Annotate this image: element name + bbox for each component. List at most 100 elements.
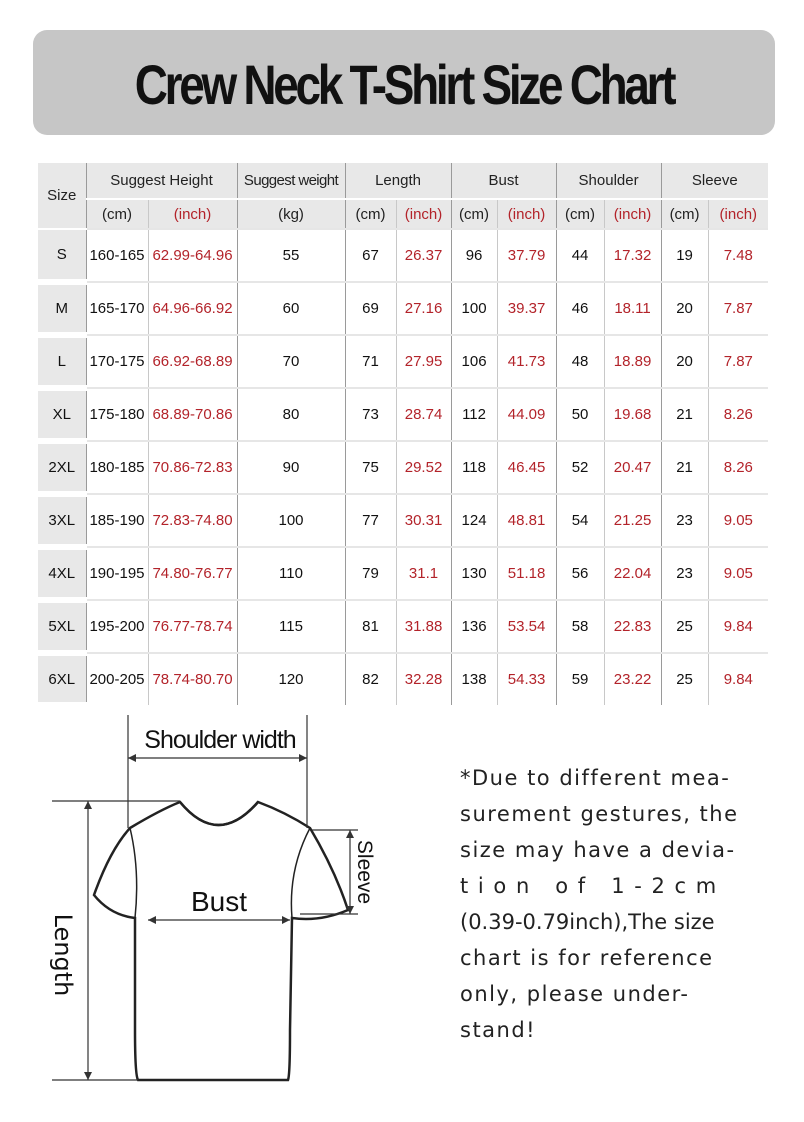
- measure-lines: [52, 715, 358, 1081]
- unit-inch: (inch): [496, 199, 557, 229]
- cell-shoulder-inch: 18.89: [603, 334, 662, 388]
- cell-height-cm: 160-165: [85, 228, 148, 282]
- cell-sleeve-cm: 20: [660, 334, 709, 388]
- cell-bust-cm: 96: [450, 228, 498, 282]
- cell-length-cm: 79: [344, 546, 397, 600]
- cell-sleeve-cm: 19: [660, 228, 709, 282]
- cell-shoulder-inch: 22.04: [603, 546, 662, 600]
- cell-size: 6XL: [38, 652, 86, 708]
- cell-size: 2XL: [38, 440, 86, 497]
- cell-bust-cm: 106: [450, 334, 498, 388]
- table-row: XL 175-180 68.89-70.86 80 73 28.74 112 44.09 50 1…: [38, 387, 769, 444]
- arrowheads: [84, 754, 354, 1080]
- cell-sleeve-cm: 25: [660, 652, 709, 705]
- unit-cm: (cm): [344, 199, 397, 229]
- sleeve-label: Sleeve: [353, 840, 376, 904]
- cell-bust-inch: 44.09: [496, 387, 557, 441]
- cell-bust-cm: 136: [450, 599, 498, 653]
- shoulder-width-label: Shoulder width: [144, 726, 295, 754]
- page-title: Crew Neck T-Shirt Size Chart: [134, 53, 677, 116]
- cell-bust-inch: 54.33: [496, 652, 557, 705]
- cell-shoulder-inch: 18.11: [603, 281, 662, 335]
- cell-shoulder-cm: 46: [555, 281, 605, 335]
- cell-height-inch: 74.80-76.77: [147, 546, 238, 600]
- cell-size: XL: [38, 387, 86, 444]
- cell-sleeve-cm: 25: [660, 599, 709, 653]
- cell-size: 3XL: [38, 493, 86, 550]
- note-line: stand!: [460, 1018, 537, 1042]
- cell-height-cm: 185-190: [85, 493, 148, 547]
- cell-sleeve-inch: 9.05: [707, 493, 769, 547]
- title-banner: Crew Neck T-Shirt Size Chart: [33, 30, 775, 135]
- cell-height-cm: 180-185: [85, 440, 148, 494]
- cell-weight-kg: 55: [236, 228, 346, 282]
- cell-sleeve-cm: 23: [660, 546, 709, 600]
- cell-sleeve-inch: 8.26: [707, 440, 769, 494]
- cell-height-inch: 78.74-80.70: [147, 652, 238, 705]
- cell-shoulder-cm: 58: [555, 599, 605, 653]
- header-weight: Suggest weight: [236, 163, 346, 200]
- cell-length-cm: 69: [344, 281, 397, 335]
- cell-length-cm: 67: [344, 228, 397, 282]
- cell-shoulder-cm: 54: [555, 493, 605, 547]
- note-line: t i o n o f 1 - 2 c m: [460, 874, 718, 898]
- cell-height-inch: 72.83-74.80: [147, 493, 238, 547]
- note-line: *Due to different mea-: [460, 766, 731, 790]
- cell-sleeve-inch: 9.05: [707, 546, 769, 600]
- cell-weight-kg: 100: [236, 493, 346, 547]
- cell-height-inch: 76.77-78.74: [147, 599, 238, 653]
- unit-inch: (inch): [147, 199, 238, 229]
- cell-shoulder-inch: 21.25: [603, 493, 662, 547]
- cell-length-inch: 31.1: [395, 546, 452, 600]
- table-row: 6XL 200-205 78.74-80.70 120 82 32.28 138 54.33 5…: [38, 652, 769, 708]
- unit-cm: (cm): [85, 199, 148, 229]
- table-row: 5XL 195-200 76.77-78.74 115 81 31.88 136 53.54 5…: [38, 599, 769, 656]
- cell-shoulder-inch: 20.47: [603, 440, 662, 494]
- cell-bust-cm: 118: [450, 440, 498, 494]
- table-row: M 165-170 64.96-66.92 60 69 27.16 100 39.37 46 18…: [38, 281, 769, 338]
- cell-length-cm: 82: [344, 652, 397, 705]
- cell-weight-kg: 70: [236, 334, 346, 388]
- cell-length-inch: 32.28: [395, 652, 452, 705]
- cell-shoulder-cm: 48: [555, 334, 605, 388]
- disclaimer-note: *Due to different mea- surement gestures…: [460, 760, 739, 1048]
- cell-shoulder-inch: 17.32: [603, 228, 662, 282]
- cell-shoulder-inch: 19.68: [603, 387, 662, 441]
- cell-length-inch: 27.95: [395, 334, 452, 388]
- cell-height-cm: 175-180: [85, 387, 148, 441]
- header-shoulder: Shoulder: [555, 163, 662, 200]
- cell-size: 4XL: [38, 546, 86, 603]
- cell-length-inch: 30.31: [395, 493, 452, 547]
- cell-shoulder-cm: 52: [555, 440, 605, 494]
- unit-cm: (cm): [555, 199, 605, 229]
- cell-shoulder-cm: 44: [555, 228, 605, 282]
- cell-height-inch: 66.92-68.89: [147, 334, 238, 388]
- cell-length-inch: 31.88: [395, 599, 452, 653]
- unit-cm: (cm): [660, 199, 709, 229]
- unit-cm: (cm): [450, 199, 498, 229]
- cell-bust-cm: 130: [450, 546, 498, 600]
- unit-inch: (inch): [707, 199, 769, 229]
- tshirt-diagram: Shoulder width Bust Length Sleeve: [49, 715, 376, 1082]
- cell-height-inch: 62.99-64.96: [147, 228, 238, 282]
- cell-size: 5XL: [38, 599, 86, 656]
- unit-inch: (inch): [603, 199, 662, 229]
- table-row: S 160-165 62.99-64.96 55 67 26.37 96 37.79 44 17.…: [38, 228, 769, 285]
- length-label: Length: [49, 914, 77, 997]
- cell-shoulder-inch: 22.83: [603, 599, 662, 653]
- cell-sleeve-cm: 23: [660, 493, 709, 547]
- cell-sleeve-inch: 7.87: [707, 334, 769, 388]
- cell-size: M: [38, 281, 86, 338]
- cell-length-cm: 71: [344, 334, 397, 388]
- table-row: 2XL 180-185 70.86-72.83 90 75 29.52 118 46.45 52…: [38, 440, 769, 497]
- unit-kg: (kg): [236, 199, 346, 229]
- header-length: Length: [344, 163, 452, 200]
- tshirt-outline: [92, 800, 350, 1082]
- cell-height-cm: 190-195: [85, 546, 148, 600]
- cell-height-inch: 70.86-72.83: [147, 440, 238, 494]
- cell-bust-inch: 53.54: [496, 599, 557, 653]
- cell-bust-inch: 39.37: [496, 281, 557, 335]
- note-line: size may have a devia-: [460, 838, 736, 862]
- cell-bust-inch: 37.79: [496, 228, 557, 282]
- cell-bust-inch: 51.18: [496, 546, 557, 600]
